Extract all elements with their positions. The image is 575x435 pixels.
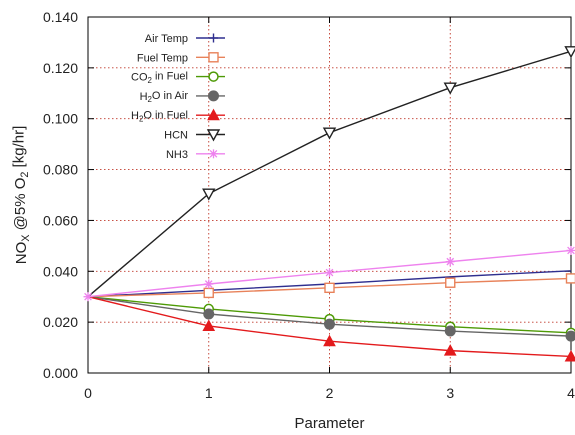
legend-item-fuel-temp: Fuel Temp xyxy=(137,52,225,64)
legend-swatch-marker xyxy=(208,52,219,63)
legend-label: CO2 in Fuel xyxy=(131,71,188,85)
legend-item-hcn: HCN xyxy=(164,129,225,142)
point-h2o-in-fuel-marker xyxy=(323,334,336,347)
text-part: O in Fuel xyxy=(143,109,188,121)
legend-label: H2O in Fuel xyxy=(131,109,188,123)
point-hcn-marker xyxy=(202,188,216,201)
subscript: 2 xyxy=(148,76,152,85)
x-tick-label: 3 xyxy=(446,385,454,401)
axis-ticks: 0.000 0.020 0.040 0.060 0.080 0.100 0.120 0.140… xyxy=(43,9,575,401)
legend-swatch-marker xyxy=(209,149,218,159)
subscript: 2 xyxy=(139,114,143,123)
point-h2o-in-air-marker xyxy=(203,308,215,320)
subscript: X xyxy=(20,235,32,242)
series-group xyxy=(83,46,575,362)
point-h2o-in-fuel-marker xyxy=(202,319,216,331)
y-tick-label: 0.100 xyxy=(43,111,78,127)
point-hcn-marker xyxy=(443,82,457,95)
x-tick-label: 0 xyxy=(84,385,92,401)
x-axis-title: Parameter xyxy=(294,415,364,432)
text-part: H xyxy=(140,91,148,103)
point-origin-marker xyxy=(83,292,93,302)
point-h2o-in-air-marker xyxy=(565,330,575,342)
legend-label: Fuel Temp xyxy=(137,52,188,64)
text-part: NH3 xyxy=(166,149,188,161)
series-hcn xyxy=(87,46,575,298)
legend-swatch-marker xyxy=(206,129,221,142)
point-fuel-temp-marker xyxy=(445,277,456,288)
point-nh3-marker xyxy=(445,257,455,267)
text-part: @5% O xyxy=(12,178,29,235)
text-part: in Fuel xyxy=(152,71,188,83)
text-part: O in Air xyxy=(152,90,188,102)
legend-item-h2o-in-fuel: H2O in Fuel xyxy=(131,108,225,123)
subscript: 2 xyxy=(148,95,152,104)
y-tick-label: 0.080 xyxy=(43,162,78,178)
legend-item-nh3: NH3 xyxy=(166,149,225,161)
y-tick-label: 0.000 xyxy=(43,365,78,381)
y-tick-label: 0.020 xyxy=(43,314,78,330)
point-nh3-marker xyxy=(566,245,575,255)
x-tick-label: 2 xyxy=(326,385,334,401)
legend-item-air-temp: Air Temp xyxy=(145,33,225,45)
point-h2o-in-air-marker xyxy=(324,318,335,330)
point-fuel-temp-marker xyxy=(203,287,214,299)
y-tick-label: 0.040 xyxy=(43,263,78,279)
point-h2o-in-air-marker xyxy=(444,325,456,337)
legend-item-h2o-in-air: H2O in Air xyxy=(140,90,225,104)
point-fuel-temp-marker xyxy=(324,282,335,294)
legend-label: NH3 xyxy=(166,149,188,161)
series-h2o-in-air xyxy=(87,296,575,342)
point-nh3-marker xyxy=(325,268,334,278)
legend-swatch-marker xyxy=(209,33,218,43)
text-part: HCN xyxy=(164,130,188,142)
y-tick-label: 0.060 xyxy=(43,212,78,228)
point-hcn-marker xyxy=(322,127,337,140)
legend-label: Air Temp xyxy=(145,33,188,45)
subscript: 2 xyxy=(19,172,31,178)
series-h2o-in-fuel xyxy=(87,296,575,362)
text-part: CO xyxy=(131,72,148,84)
text-part: NO xyxy=(13,242,30,265)
point-h2o-in-fuel-marker xyxy=(564,349,575,362)
legend-swatch-marker xyxy=(208,71,219,82)
text-part: [kg/hr] xyxy=(11,126,28,172)
point-h2o-in-fuel-marker xyxy=(443,344,457,356)
text-part: H xyxy=(131,110,139,122)
y-axis-title: NOX @5% O2 [kg/hr] xyxy=(11,126,32,265)
text-part: Air Temp xyxy=(145,33,188,45)
series-nh3 xyxy=(87,245,575,298)
text-part: Fuel Temp xyxy=(137,52,188,64)
point-fuel-temp-marker xyxy=(565,273,575,284)
x-tick-label: 1 xyxy=(205,385,213,401)
point-hcn-marker xyxy=(564,46,575,59)
legend-label: HCN xyxy=(164,130,188,142)
legend-label: H2O in Air xyxy=(140,90,189,104)
x-tick-label: 4 xyxy=(567,385,575,401)
legend-item-co2-in-fuel: CO2 in Fuel xyxy=(131,71,225,85)
legend-swatch-marker xyxy=(207,108,220,121)
point-nh3-marker xyxy=(204,279,214,289)
y-tick-label: 0.120 xyxy=(43,60,78,76)
y-tick-label: 0.140 xyxy=(43,9,78,25)
legend-swatch-marker xyxy=(208,90,219,102)
